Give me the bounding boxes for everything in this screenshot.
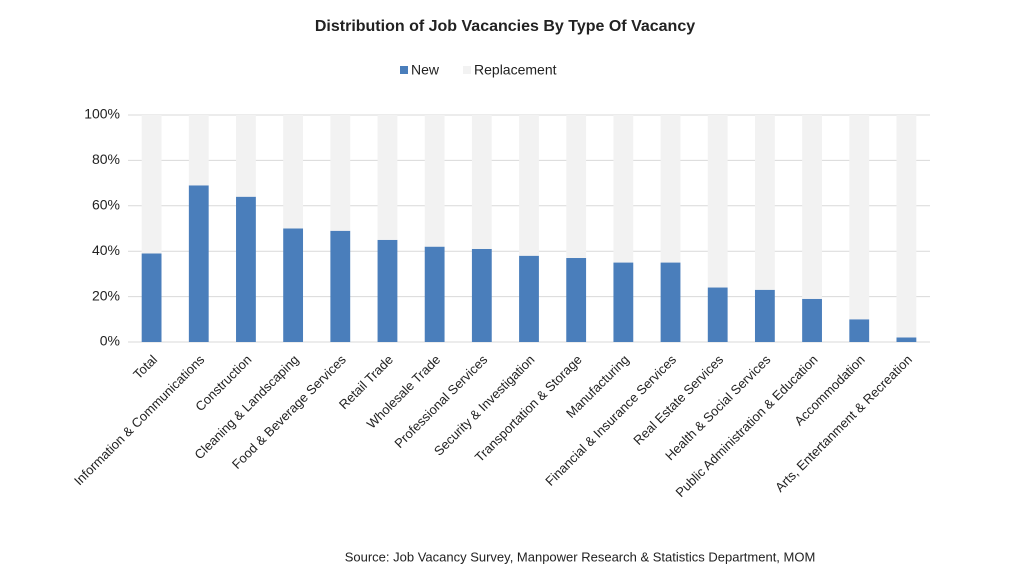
bar-segment <box>188 115 209 186</box>
y-tick-label: 40% <box>92 242 120 258</box>
bar-segment <box>660 115 681 263</box>
bar-segment <box>802 298 822 342</box>
bar-segment <box>377 115 398 240</box>
source-note: Source: Job Vacancy Survey, Manpower Res… <box>345 549 816 564</box>
y-tick-label: 60% <box>92 197 120 213</box>
bar-segment <box>660 262 681 342</box>
y-tick-label: 80% <box>92 151 120 167</box>
legend: New Replacement <box>400 62 557 78</box>
x-tick-label: Total <box>130 352 160 382</box>
x-tick-label: Real Estate Services <box>630 352 726 448</box>
bar-segment <box>754 289 775 342</box>
chart-title: Distribution of Job Vacancies By Type Of… <box>315 18 695 35</box>
bar-segment <box>424 115 445 247</box>
bar-segment <box>613 262 634 342</box>
bar-segment <box>566 258 587 342</box>
legend-swatch <box>400 66 408 74</box>
bar-segment <box>330 115 351 231</box>
bar-segment <box>188 185 209 342</box>
y-tick-label: 100% <box>84 106 120 122</box>
bar-segment <box>802 115 822 299</box>
bar-segment <box>330 230 351 342</box>
legend-label: Replacement <box>474 62 557 78</box>
y-tick-label: 0% <box>100 333 120 349</box>
bar-segment <box>283 228 304 342</box>
bar-segment <box>236 196 256 342</box>
legend-swatch <box>463 66 472 74</box>
bar-segment <box>707 115 728 288</box>
bar-segment <box>896 115 917 338</box>
bar-segment <box>377 239 398 342</box>
bar-segment <box>707 287 728 342</box>
bar-segment <box>613 115 634 263</box>
bar-segment <box>471 115 492 249</box>
bar-segment <box>283 115 304 229</box>
bar-segment <box>424 246 445 342</box>
bar-segment <box>141 253 162 342</box>
x-tick-label: Professional Services <box>391 352 490 451</box>
legend-label: New <box>411 62 440 78</box>
bar-segment <box>849 319 870 342</box>
bar-segment <box>236 115 256 197</box>
bar-segment <box>849 115 870 320</box>
y-tick-label: 20% <box>92 287 120 303</box>
bar-segment <box>896 337 917 342</box>
bar-segment <box>754 115 775 290</box>
bar-segment <box>519 255 539 342</box>
bar-segment <box>141 115 162 254</box>
bar-segment <box>519 115 539 256</box>
bar-segment <box>471 248 492 342</box>
bar-segment <box>566 115 587 259</box>
